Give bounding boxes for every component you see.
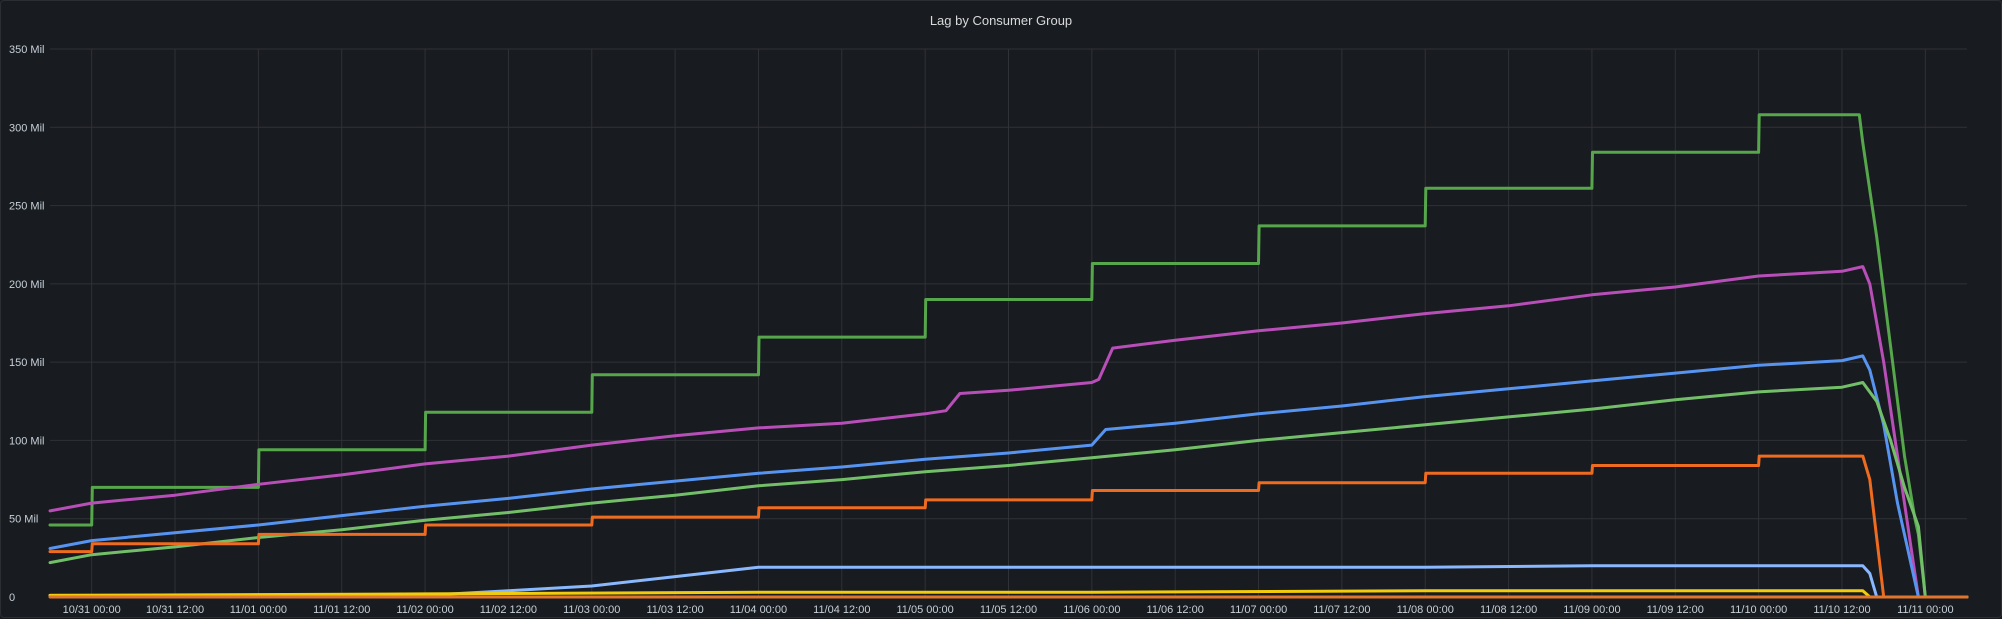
x-tick-label: 10/31 12:00 — [146, 604, 204, 616]
x-tick-label: 11/01 12:00 — [313, 604, 370, 616]
x-tick-label: 11/05 00:00 — [897, 604, 954, 616]
x-tick-label: 11/07 00:00 — [1230, 604, 1287, 616]
x-tick-label: 11/06 00:00 — [1063, 604, 1120, 616]
y-axis: 0 50 Mil 100 Mil 150 Mil 200 Mil 250 Mil 300 M… — [9, 44, 44, 604]
y-tick-label: 100 Mil — [9, 435, 44, 447]
series-line-1[interactable] — [48, 113, 1969, 599]
x-tick-label: 11/06 12:00 — [1147, 604, 1204, 616]
series-line-3[interactable] — [48, 354, 1969, 599]
x-tick-label: 11/05 12:00 — [980, 604, 1037, 616]
grid — [50, 48, 1967, 598]
x-tick-label: 11/09 00:00 — [1563, 604, 1620, 616]
y-tick-label: 350 Mil — [9, 44, 44, 56]
series-group[interactable] — [48, 113, 1969, 599]
x-tick-label: 11/09 12:00 — [1647, 604, 1704, 616]
x-tick-label: 11/02 12:00 — [480, 604, 537, 616]
series-line-6[interactable] — [48, 564, 1969, 599]
y-tick-label: 300 Mil — [9, 122, 44, 134]
y-tick-label: 250 Mil — [9, 201, 44, 213]
panel-title: Lag by Consumer Group — [929, 13, 1073, 28]
x-tick-label: 11/07 12:00 — [1313, 604, 1370, 616]
y-tick-label: 200 Mil — [9, 279, 44, 291]
x-tick-label: 10/31 00:00 — [63, 604, 121, 616]
y-tick-label: 150 Mil — [9, 357, 44, 369]
x-tick-label: 11/01 00:00 — [230, 604, 287, 616]
series-line-7[interactable] — [48, 589, 1969, 599]
x-tick-label: 11/08 12:00 — [1480, 604, 1537, 616]
series-line-2[interactable] — [48, 265, 1969, 599]
y-tick-label: 0 — [9, 592, 15, 604]
series-line-5[interactable] — [48, 454, 1969, 599]
x-tick-label: 11/08 00:00 — [1397, 604, 1454, 616]
x-tick-label: 11/04 00:00 — [730, 604, 787, 616]
x-tick-label: 11/02 00:00 — [396, 604, 453, 616]
x-tick-label: 11/03 00:00 — [563, 604, 620, 616]
x-tick-label: 11/10 00:00 — [1730, 604, 1787, 616]
x-tick-label: 11/03 12:00 — [646, 604, 703, 616]
x-tick-label: 11/11 00:00 — [1897, 604, 1953, 616]
x-tick-label: 11/04 12:00 — [813, 604, 870, 616]
y-tick-label: 50 Mil — [9, 514, 38, 526]
x-tick-label: 11/10 12:00 — [1813, 604, 1870, 616]
x-axis: 10/31 00:00 10/31 12:00 11/01 00:00 11/01 1… — [63, 604, 1954, 616]
series-line-4[interactable] — [48, 381, 1969, 599]
